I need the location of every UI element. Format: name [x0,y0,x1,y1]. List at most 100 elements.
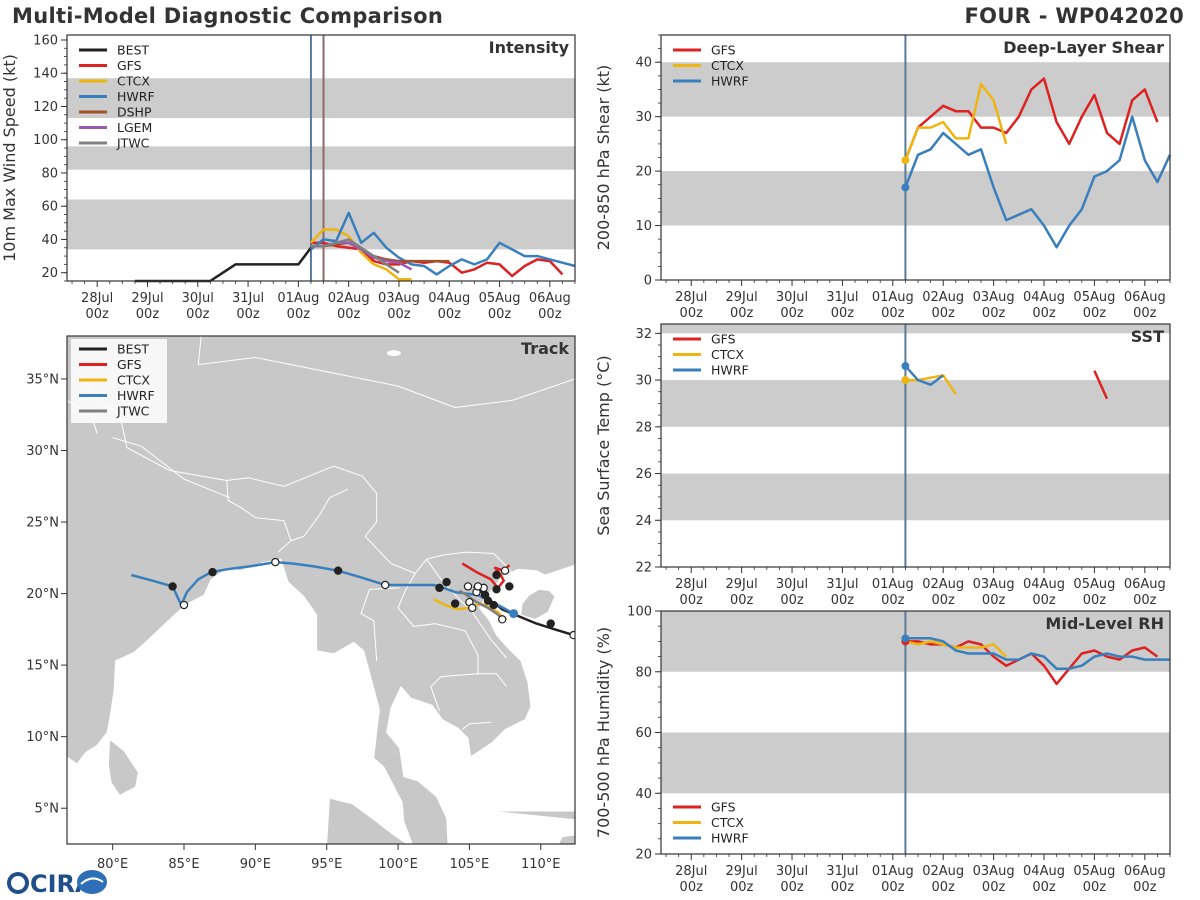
intensity-legend-label-jtwc: JTWC [116,136,150,151]
shear-xtick-label-day: 03Aug [973,290,1015,305]
track-landmass [326,797,408,844]
rh-ytick-label: 40 [635,787,652,802]
intensity-title: Intensity [489,38,570,57]
sst-ylabel: Sea Surface Temp (°C) [594,355,613,535]
rh-series-hwrf [905,637,1170,670]
shear-xtick-label-day: 31Jul [826,290,858,305]
logo-swoosh-icon [80,877,104,885]
sst-frame [660,323,1171,568]
intensity-ytick-label: 100 [33,133,58,148]
sst-legend-label-ctcx: CTCX [711,347,744,362]
rh-legend-label-gfs: GFS [711,800,736,815]
intensity-xtick-label-hour: 00z [538,307,562,322]
shear-xtick-label-hour: 00z [730,306,754,321]
shear-series-ctcx [904,82,1008,161]
track-position-point [168,582,177,591]
shear-xtick-label-hour: 00z [1032,306,1056,321]
rh-xtick-label-day: 03Aug [973,864,1015,879]
intensity-xtick-label-hour: 00z [438,307,462,322]
storm-id: FOUR - WP042020 [964,4,1184,28]
shear-xtick-label-hour: 00z [982,306,1006,321]
track-xtick-label: 95°E [311,857,342,872]
track-position-point [381,580,390,590]
intensity-xtick-label-day: 28Jul [81,291,113,306]
sst-legend-label-gfs: GFS [711,332,736,347]
sst-xtick-label-day: 02Aug [922,577,964,592]
track-series-gfs [461,562,511,590]
track-position-point [546,619,555,628]
sst-xtick-label-hour: 00z [982,593,1006,608]
shear-legend-label-gfs: GFS [711,43,736,58]
sst-xtick-label-hour: 00z [1083,593,1107,608]
sst-ytick-label: 32 [635,327,652,342]
rh-xtick-label-day: 02Aug [922,864,964,879]
track-border [197,336,575,409]
sst-title: SST [1131,327,1164,346]
shear-xtick-label-day: 01Aug [872,290,914,305]
track-legend-label-best: BEST [117,342,149,357]
rh-xtick-label-day: 29Jul [726,864,758,879]
cira-logo: CIRA [7,870,107,898]
rh-legend-label-ctcx: CTCX [711,815,744,830]
shear-xtick-label-day: 28Jul [675,290,707,305]
sst-ytick-label: 26 [635,467,652,482]
track-ytick-label: 30°N [26,444,59,459]
shear-xtick-label-hour: 00z [881,306,905,321]
intensity-legend-label-gfs: GFS [117,58,142,73]
rh-ytick-label: 100 [627,605,652,620]
track-position-point [468,603,477,613]
rh-marker-hwrf [901,634,910,643]
rh-ytick-label: 60 [635,726,652,741]
intensity-legend-label-ctcx: CTCX [117,74,150,89]
track-border [76,371,513,575]
track-title: Track [521,339,569,358]
track-marker-hwrf [509,609,519,619]
rh-frame [660,610,1171,855]
track-xtick-label: 80°E [97,857,128,872]
sst-legend-label-hwrf: HWRF [711,363,749,378]
rh-xtick-label-hour: 00z [1133,880,1157,895]
sst-xtick-label-hour: 00z [932,593,956,608]
intensity-ytick-label: 80 [41,166,58,181]
sst-panel: 22242628303228Jul00z29Jul00z30Jul00z31Ju… [594,323,1171,608]
shear-legend-label-hwrf: HWRF [711,74,749,89]
sst-xtick-label-day: 30Jul [776,577,808,592]
track-position-point [489,600,498,610]
intensity-legend-label-lgem: LGEM [117,120,152,135]
shear-title: Deep-Layer Shear [1003,38,1164,57]
intensity-band [67,146,575,170]
shear-xtick-label-day: 02Aug [922,290,964,305]
rh-title: Mid-Level RH [1045,614,1164,633]
track-panel: 80°E 85°E 90°E 95°E 100°E 105°E 110°E 5°N 10°N 15… [26,335,576,872]
intensity-ytick-label: 60 [41,200,58,215]
intensity-ytick-label: 40 [41,233,58,248]
track-legend-label-ctcx: CTCX [117,373,150,388]
intensity-xtick-label-day: 04Aug [428,291,470,306]
sst-xtick-label-hour: 00z [1032,593,1056,608]
track-position-point [271,557,280,567]
shear-series-hwrf [904,115,1172,249]
track-landmass [520,588,556,620]
intensity-xtick-label-day: 03Aug [378,291,420,306]
rh-xtick-label-day: 01Aug [872,864,914,879]
shear-ytick-label: 40 [635,56,652,71]
track-ytick-label: 20°N [26,587,59,602]
intensity-legend-label-dshp: DSHP [117,105,152,120]
logo-globe-ring [11,876,25,890]
intensity-ytick-label: 120 [33,100,58,115]
intensity-xtick-label-hour: 00z [236,307,260,322]
figure-title: Multi-Model Diagnostic Comparison [12,4,444,28]
track-border [430,673,479,712]
intensity-xtick-label-hour: 00z [387,307,411,322]
track-landmass [67,336,575,844]
track-series-hwrf [130,560,515,615]
intensity-xtick-label-day: 06Aug [529,291,571,306]
track-xtick-label: 110°E [521,857,561,872]
intensity-xtick-label-day: 31Jul [232,291,264,306]
intensity-xtick-label-day: 29Jul [131,291,163,306]
track-position-point [442,577,451,587]
track-position-point [498,615,507,624]
track-border [461,721,491,730]
track-series-jtwc [458,589,506,622]
track-xtick-label: 100°E [378,857,418,872]
